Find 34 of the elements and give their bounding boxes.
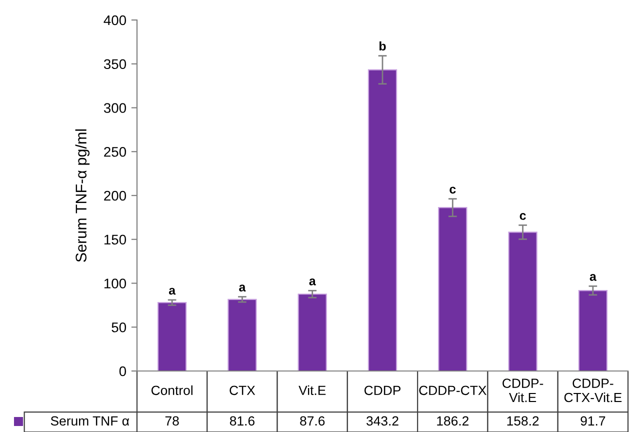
y-tick-label: 200 — [104, 190, 126, 201]
data-label: 91.7 — [580, 416, 606, 426]
annotation: a — [590, 274, 596, 281]
y-tick-label: 100 — [104, 278, 126, 288]
x-tick-label: CDDP-CTX — [419, 386, 486, 396]
legend-label: Serum TNF α — [50, 416, 130, 426]
bar — [368, 69, 398, 371]
annotation: a — [168, 288, 176, 295]
y-tick-label: 300 — [104, 103, 126, 113]
y-tick-label: 400 — [104, 15, 126, 26]
x-tick-label: CDDP-CTX-Vit.E — [564, 378, 622, 402]
y-tick-label: 0 — [119, 366, 126, 376]
x-tick-label: CDDP-Vit.E — [502, 378, 544, 402]
data-label: 78 — [165, 416, 179, 426]
y-tick-label: 150 — [104, 234, 126, 245]
data-label: 158.2 — [507, 416, 539, 426]
x-tick-label: Control — [151, 385, 192, 396]
bar — [438, 207, 468, 371]
x-tick-label: Vit.E — [298, 385, 326, 396]
y-axis-title: Serum TNF-α pg/ml — [75, 129, 90, 262]
data-label: 186.2 — [437, 416, 468, 426]
annotation: c — [450, 186, 456, 194]
annotation: b — [380, 41, 386, 51]
y-tick-label: 50 — [112, 322, 126, 332]
data-label: 87.6 — [300, 416, 325, 426]
y-tick-label: 350 — [104, 59, 126, 70]
data-label: 343.2 — [366, 416, 398, 426]
y-tick-label: 250 — [104, 146, 126, 157]
annotation: a — [239, 284, 246, 292]
annotation: a — [309, 278, 316, 286]
x-tick-label: CDDP — [364, 386, 400, 396]
x-tick-label: CTX — [230, 386, 256, 396]
annotation: c — [520, 213, 526, 220]
data-label: 81.6 — [230, 416, 254, 426]
